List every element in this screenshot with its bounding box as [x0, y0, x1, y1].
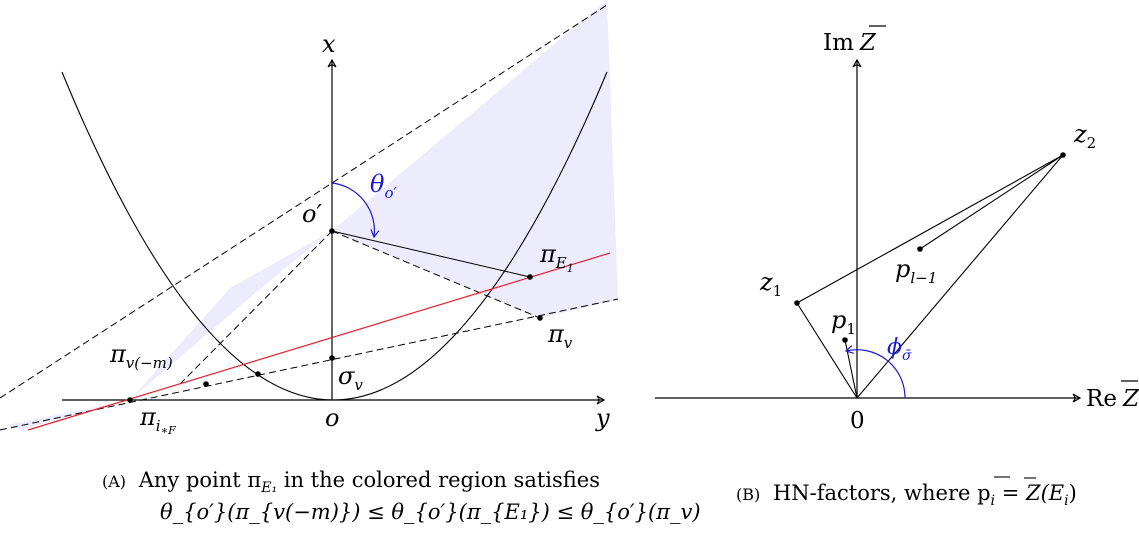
point-parabola-intersect — [255, 371, 261, 377]
svg-text:(B) HN-factors, where pi: (B) HN-factors, where pi = Z(Ei) — [736, 481, 1077, 509]
p-l-1-label: pl−1 — [895, 255, 937, 287]
pi-v-m-label: πv(−m) — [109, 340, 173, 372]
z2-label: z2 — [1073, 120, 1096, 152]
segment-o-prime-pi-e1 — [331, 230, 531, 278]
colored-region-upper — [332, 0, 618, 318]
z1-label: z1 — [759, 268, 782, 300]
theta-label: θo′ — [370, 170, 397, 202]
point-pi-e1 — [527, 274, 533, 280]
point-pi-v-m — [203, 381, 209, 387]
edge-0-z1 — [796, 302, 858, 399]
phi-label: ϕσ̄ — [887, 335, 912, 364]
axis-x-label: x — [322, 30, 336, 58]
point-sigma-v — [329, 355, 335, 361]
point-pi-v — [537, 315, 543, 321]
sigma-v-label: σv — [338, 362, 363, 394]
pi-i-f-label: πi∗F — [139, 403, 176, 437]
caption-a-tag: (A) — [102, 472, 126, 491]
re-label: Re Z — [1086, 386, 1139, 412]
dashed-line-o-prime-pi-v — [331, 230, 541, 319]
panel-a: x y o o′ θo′ πE1 πv πv(−m) πi∗F σv — [0, 0, 619, 437]
point-p1 — [842, 337, 848, 343]
caption-b-tag: (B) — [736, 485, 760, 504]
panel-b: Im Z Re Z 0 z1 z2 p1 pl−1 ϕσ̄ — [655, 25, 1139, 434]
dashed-line-steep — [179, 230, 333, 385]
o-prime-label: o′ — [302, 200, 322, 228]
phi-arc — [844, 345, 906, 399]
origin-label: o — [325, 404, 339, 432]
edge-pl-z2 — [919, 154, 1064, 250]
caption-b: (B) HN-factors, where pi = Z(Ei) — [736, 476, 1077, 509]
axis-y-label: y — [595, 404, 610, 432]
caption-a: (A) Any point πE₁ in the colored region … — [102, 468, 701, 524]
point-pi-i-f — [127, 397, 133, 403]
parabola — [61, 71, 608, 401]
edge-0-z2 — [856, 154, 1064, 399]
theta-arc — [331, 182, 380, 239]
zero-label: 0 — [850, 408, 865, 434]
svg-text:(A) Any point πE₁ in the: (A) Any point πE₁ in the colored region … — [102, 468, 600, 496]
point-z1 — [794, 300, 800, 306]
point-o-prime — [329, 228, 335, 234]
p1-label: p1 — [831, 306, 856, 338]
point-p-l-1 — [917, 246, 923, 252]
red-line — [27, 252, 611, 431]
pi-e1-label: πE1 — [539, 240, 574, 275]
point-z2 — [1060, 152, 1066, 158]
pi-v-label: πv — [547, 320, 573, 352]
im-label: Im Z — [823, 30, 877, 56]
dashed-line-lower — [0, 298, 619, 431]
edge-z1-z2 — [796, 154, 1064, 304]
caption-a-line2: θ_{o′}(π_{v(−m)}) ≤ θ_{o′}(π_{E₁}) ≤ θ_{… — [160, 500, 701, 524]
